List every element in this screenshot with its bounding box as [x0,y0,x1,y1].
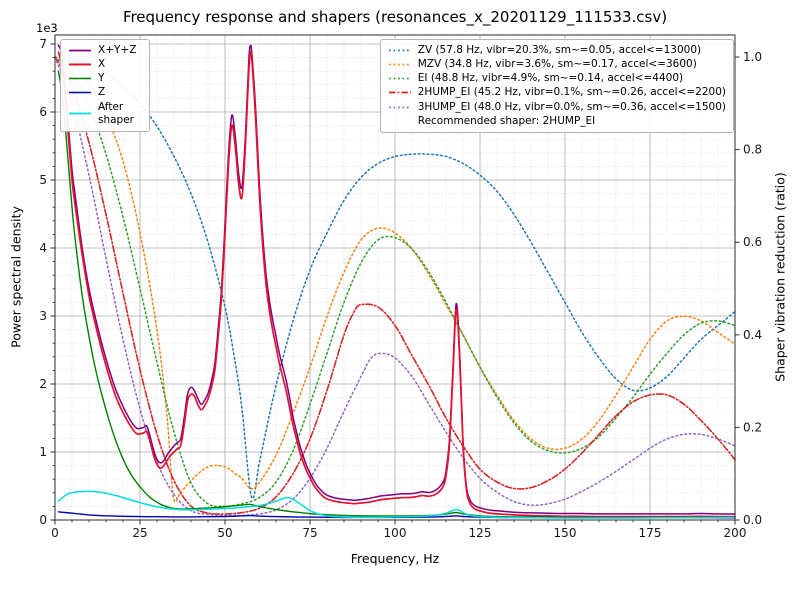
right-y-tick-label: 1.0 [743,50,762,64]
legend-item-x: X [68,58,142,71]
left-y-tick-label: 6 [39,105,47,119]
legend-label: Z [98,86,106,99]
legend-line-sample [69,112,91,115]
legend-item-2hump-ei: 2HUMP_EI (45.2 Hz, vibr=0.1%, sm~=0.26, … [388,86,726,99]
legend-label: 3HUMP_EI (48.0 Hz, vibr=0.0%, sm~=0.36, … [417,100,726,113]
right-y-tick-label: 0.0 [743,513,762,527]
x-tick-label: 25 [132,526,147,540]
curve-x-y-z [57,44,736,515]
right-y-tick-label: 0.4 [743,328,762,342]
chart-title: Frequency response and shapers (resonanc… [122,8,668,26]
legend-line-sample [388,92,411,94]
legend-item-zv: ZV (57.8 Hz, vibr=20.3%, sm~=0.05, accel… [388,44,726,57]
x-axis-label: Frequency, Hz [350,551,440,566]
legend-label: X [98,58,106,71]
legend-line-sample [69,92,91,94]
legend-item-3hump-ei: 3HUMP_EI (48.0 Hz, vibr=0.0%, sm~=0.36, … [388,101,726,114]
legend-line-sample [69,63,91,66]
x-tick-label: 75 [302,526,317,540]
x-tick-label: 0 [51,526,59,540]
x-tick-label: 150 [554,526,577,540]
left-y-tick-label: 2 [39,377,47,391]
legend-label: MZV (34.8 Hz, vibr=3.6%, sm~=0.17, accel… [417,58,697,71]
curve-after-shaper [57,490,736,519]
curve-zv [54,56,736,500]
x-tick-label: 200 [724,526,747,540]
shaper-legend: ZV (57.8 Hz, vibr=20.3%, sm~=0.05, accel… [379,39,734,133]
left-y-axis-label: Power spectral density [8,206,24,348]
legend-item-mzv: MZV (34.8 Hz, vibr=3.6%, sm~=0.17, accel… [388,58,726,71]
legend-line-sample [388,77,411,80]
right-y-tick-label: 0.2 [743,420,762,434]
left-y-tick-label: 5 [39,173,47,187]
right-y-axis-label: Shaper vibration reduction (ratio) [772,172,788,382]
x-tick-label: 50 [217,526,232,540]
legend-label: ZV (57.8 Hz, vibr=20.3%, sm~=0.05, accel… [417,44,702,56]
legend-line-sample [388,106,411,108]
legend-label: 2HUMP_EI (45.2 Hz, vibr=0.1%, sm~=0.26, … [417,86,726,99]
psd-legend: X+Y+Z X Y Z After shaper [60,39,150,132]
curve-x [57,51,736,518]
legend-label: EI (48.8 Hz, vibr=4.9%, sm~=0.14, accel<… [417,72,684,85]
left-y-tick-label: 1 [39,445,47,459]
legend-line-sample [388,49,411,52]
left-y-tick-label: 3 [39,309,47,323]
right-y-tick-label: 0.6 [743,235,762,249]
legend-item-ei: EI (48.8 Hz, vibr=4.9%, sm~=0.14, accel<… [388,72,726,85]
legend-label: After shaper [98,100,135,126]
left-y-tick-label: 4 [39,241,47,255]
curve-2hump-ei [54,56,736,515]
left-y-tick-label: 0 [39,513,47,527]
legend-item-y: Y [68,72,142,85]
legend-label: Y [98,72,105,85]
legend-item-x-y-z: X+Y+Z [68,44,142,57]
legend-item-z: Z [68,86,142,99]
legend-item-after-shaper: After shaper [68,101,142,127]
curve-3hump-ei [54,56,736,517]
recommended-shaper-note: Recommended shaper: 2HUMP_EI [418,115,726,128]
recommended-shaper-text: Recommended shaper: 2HUMP_EI [417,114,596,127]
legend-line-sample [388,63,411,66]
curve-ei [54,56,736,508]
legend-label: X+Y+Z [98,44,137,56]
curve-y [57,70,736,519]
x-tick-label: 125 [469,526,492,540]
left-axis-offset-label: 1e3 [36,21,58,35]
right-y-tick-label: 0.8 [743,143,762,157]
legend-line-sample [69,49,91,52]
legend-line-sample [69,78,91,80]
left-y-tick-label: 7 [39,37,47,51]
x-tick-label: 175 [639,526,662,540]
curve-mzv [54,56,736,503]
x-tick-label: 100 [384,526,407,540]
